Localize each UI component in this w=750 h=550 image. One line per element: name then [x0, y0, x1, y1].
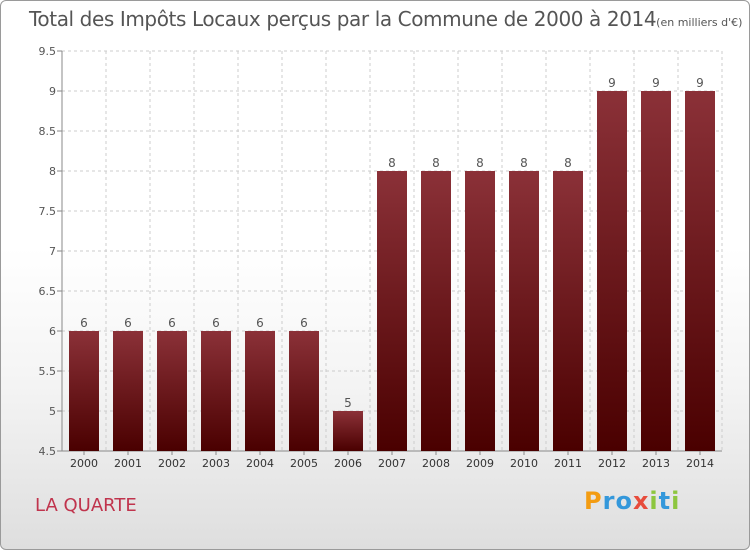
unit-label: (en milliers d'€): [656, 16, 743, 29]
x-tick-label: 2005: [290, 457, 318, 470]
bar: [465, 171, 495, 451]
bar: [597, 91, 627, 451]
y-tick-label: 8.5: [39, 125, 57, 138]
bar: [421, 171, 451, 451]
title-text: Total des Impôts Locaux perçus par la Co…: [29, 7, 657, 31]
data-label: 8: [388, 156, 396, 170]
x-tick-label: 2012: [598, 457, 626, 470]
data-label: 8: [476, 156, 484, 170]
y-tick-label: 5: [49, 405, 56, 418]
logo-letter: i: [671, 487, 681, 515]
y-tick-label: 8: [49, 165, 56, 178]
logo-letter: o: [615, 487, 633, 515]
data-label: 6: [124, 316, 132, 330]
data-label: 8: [564, 156, 572, 170]
data-label: 6: [256, 316, 264, 330]
y-tick-label: 9.5: [39, 45, 57, 58]
data-label: 6: [212, 316, 220, 330]
bar: [333, 411, 363, 451]
data-label: 9: [652, 76, 660, 90]
data-label: 6: [168, 316, 176, 330]
logo-letter: x: [632, 487, 650, 515]
data-label: 6: [80, 316, 88, 330]
bar: [289, 331, 319, 451]
x-tick-label: 2001: [114, 457, 142, 470]
x-tick-label: 2009: [466, 457, 494, 470]
x-tick-label: 2002: [158, 457, 186, 470]
logo-letter: i: [649, 487, 659, 515]
bars: [69, 91, 715, 451]
y-tick-label: 6.5: [39, 285, 57, 298]
bar: [69, 331, 99, 451]
data-labels: 6 6 6 6 6 6 5 8 8 8 8 8 9 9 9: [80, 76, 704, 410]
x-tick-label: 2010: [510, 457, 538, 470]
bar: [377, 171, 407, 451]
bar: [157, 331, 187, 451]
data-label: 9: [696, 76, 704, 90]
x-tick-label: 2003: [202, 457, 230, 470]
logo-letter: P: [584, 487, 603, 515]
x-tick-label: 2008: [422, 457, 450, 470]
commune-name: LA QUARTE: [35, 495, 137, 516]
data-label: 8: [520, 156, 528, 170]
x-tick-label: 2007: [378, 457, 406, 470]
bar: [113, 331, 143, 451]
logo-letter: r: [602, 487, 616, 515]
x-tick-label: 2013: [642, 457, 670, 470]
y-tick-label: 9: [49, 85, 56, 98]
chart-title: Total des Impôts Locaux perçus par la Co…: [29, 7, 742, 31]
y-tick-label: 5.5: [39, 365, 57, 378]
y-tick-label: 7: [49, 245, 56, 258]
bar: [509, 171, 539, 451]
data-label: 5: [344, 396, 352, 410]
x-tick-label: 2006: [334, 457, 362, 470]
data-label: 8: [432, 156, 440, 170]
bar: [685, 91, 715, 451]
data-label: 9: [608, 76, 616, 90]
data-label: 6: [300, 316, 308, 330]
x-tick-label: 2011: [554, 457, 582, 470]
x-tick-label: 2014: [686, 457, 714, 470]
bar: [641, 91, 671, 451]
logo-letter: t: [658, 487, 672, 515]
x-tick-label: 2000: [70, 457, 98, 470]
bar: [245, 331, 275, 451]
proxiti-logo: Proxiti: [584, 487, 680, 515]
bar: [201, 331, 231, 451]
y-tick-label: 4.5: [39, 445, 57, 458]
x-tick-label: 2004: [246, 457, 274, 470]
bar: [553, 171, 583, 451]
y-tick-label: 6: [49, 325, 56, 338]
y-tick-label: 7.5: [39, 205, 57, 218]
